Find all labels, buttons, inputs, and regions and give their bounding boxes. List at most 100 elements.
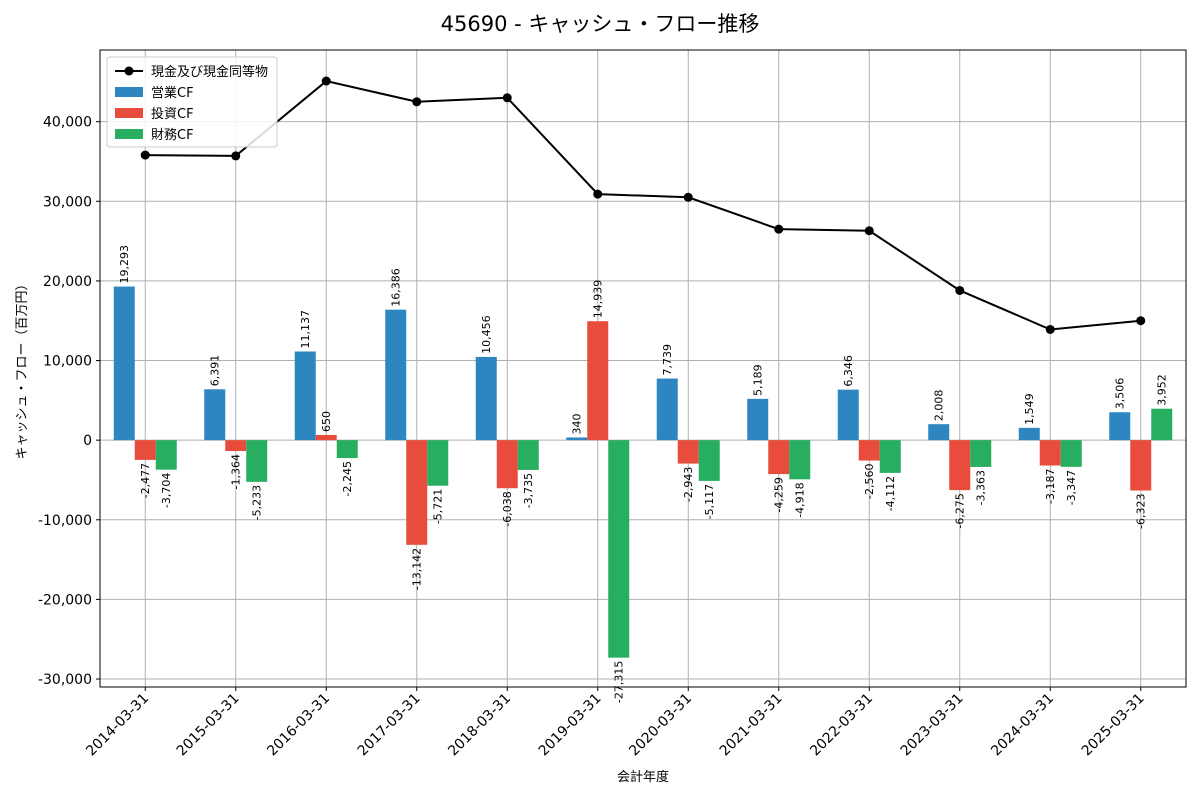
bar-value-label: -4,259 bbox=[773, 477, 786, 512]
bar-value-label: -2,560 bbox=[863, 464, 876, 499]
bar-value-label: 340 bbox=[571, 413, 584, 434]
bar-value-label: -5,117 bbox=[703, 484, 716, 519]
bar bbox=[858, 440, 880, 461]
bar bbox=[517, 440, 539, 470]
bar bbox=[496, 440, 518, 489]
bar-value-label: -4,112 bbox=[884, 476, 897, 511]
bar-value-label: -2,943 bbox=[682, 467, 695, 502]
cash-point bbox=[321, 76, 331, 86]
bar-value-label: -5,721 bbox=[432, 489, 445, 524]
bar bbox=[1130, 440, 1152, 491]
bar bbox=[789, 440, 811, 480]
bar bbox=[225, 440, 247, 452]
x-tick-label: 2018-03-31 bbox=[445, 691, 514, 760]
y-tick-label: 10,000 bbox=[43, 354, 92, 370]
bar-value-label: 16,386 bbox=[390, 268, 403, 307]
bar-value-label: -6,323 bbox=[1135, 494, 1148, 529]
x-tick-label: 2019-03-31 bbox=[536, 691, 605, 760]
bar bbox=[1039, 440, 1061, 466]
bar-value-label: 11,137 bbox=[299, 310, 312, 349]
x-tick-label: 2017-03-31 bbox=[355, 691, 424, 760]
bar bbox=[1018, 427, 1040, 441]
bar-value-label: 6,346 bbox=[842, 355, 855, 387]
bar bbox=[336, 440, 358, 459]
y-tick-label: 20,000 bbox=[43, 274, 92, 290]
cash-point bbox=[774, 224, 784, 234]
x-tick-label: 2024-03-31 bbox=[988, 691, 1057, 760]
bar bbox=[970, 440, 992, 467]
bar bbox=[768, 440, 790, 475]
cash-point bbox=[502, 93, 512, 103]
x-tick-label: 2022-03-31 bbox=[807, 691, 876, 760]
x-tick-label: 2016-03-31 bbox=[264, 691, 333, 760]
x-tick-label: 2021-03-31 bbox=[717, 691, 786, 760]
cash-point bbox=[864, 226, 874, 236]
bar-value-label: 10,456 bbox=[480, 315, 493, 354]
bar-value-label: -2,477 bbox=[139, 463, 152, 498]
bar-value-label: -6,038 bbox=[501, 491, 514, 526]
bar bbox=[1109, 412, 1131, 441]
bar-value-label: 1,549 bbox=[1023, 393, 1036, 425]
bar-value-label: 14,939 bbox=[592, 280, 605, 319]
bar bbox=[1060, 440, 1082, 467]
plot-frame bbox=[99, 49, 1187, 688]
cash-line bbox=[145, 79, 1141, 331]
bar bbox=[406, 440, 428, 545]
bar-value-label: -3,363 bbox=[975, 470, 988, 505]
x-tick-label: 2025-03-31 bbox=[1079, 691, 1148, 760]
cash-point bbox=[593, 189, 603, 199]
y-tick-label: 40,000 bbox=[43, 115, 92, 131]
bar bbox=[949, 440, 971, 491]
legend-bar-swatch bbox=[115, 87, 143, 97]
legend-bar-swatch bbox=[115, 129, 143, 139]
y-tick-label: -30,000 bbox=[38, 672, 92, 688]
cash-point bbox=[955, 285, 965, 295]
cash-point bbox=[231, 151, 241, 161]
bar-value-label: -6,275 bbox=[954, 493, 967, 528]
bar bbox=[155, 440, 177, 470]
legend-bar-swatch bbox=[115, 108, 143, 118]
bar bbox=[656, 378, 678, 441]
x-tick-label: 2023-03-31 bbox=[898, 691, 967, 760]
bar bbox=[928, 424, 950, 441]
bar-value-label: -3,187 bbox=[1044, 469, 1057, 504]
bar-value-label: -3,704 bbox=[160, 473, 173, 508]
bar-value-label: 7,739 bbox=[661, 344, 674, 376]
y-tick-label: -10,000 bbox=[38, 513, 92, 529]
cash-point bbox=[1136, 316, 1146, 326]
x-axis-label: 会計年度 bbox=[617, 769, 669, 785]
legend-label: 財務CF bbox=[151, 128, 194, 143]
bar bbox=[294, 351, 316, 441]
bar bbox=[698, 440, 720, 481]
x-tick-label: 2015-03-31 bbox=[174, 691, 243, 760]
bar-value-label: -5,233 bbox=[251, 485, 264, 520]
legend-marker-swatch bbox=[124, 66, 134, 76]
bar bbox=[587, 321, 609, 441]
bar bbox=[113, 286, 135, 441]
bar bbox=[204, 389, 226, 441]
bar-value-label: -1,364 bbox=[230, 454, 243, 489]
x-tick-label: 2014-03-31 bbox=[83, 691, 152, 760]
bar-value-label: 19,293 bbox=[118, 245, 131, 284]
bar-value-label: 650 bbox=[320, 411, 333, 432]
bar-value-label: 3,952 bbox=[1156, 374, 1169, 406]
bar-value-label: 3,506 bbox=[1114, 378, 1127, 410]
bar bbox=[315, 434, 337, 441]
legend-label: 営業CF bbox=[151, 85, 194, 101]
cash-point bbox=[683, 192, 693, 202]
bar bbox=[475, 356, 497, 441]
bar-value-label: -3,347 bbox=[1065, 470, 1078, 505]
bar bbox=[134, 440, 156, 460]
bar-value-label: 6,391 bbox=[209, 355, 222, 387]
bar bbox=[1151, 408, 1173, 441]
bar bbox=[747, 398, 769, 441]
bar-value-label: -4,918 bbox=[794, 482, 807, 517]
legend-label: 現金及び現金同等物 bbox=[151, 64, 268, 80]
chart-title: 45690 - キャッシュ・フロー推移 bbox=[440, 12, 760, 36]
legend-box bbox=[106, 56, 278, 148]
bar bbox=[608, 440, 630, 658]
bar bbox=[677, 440, 699, 464]
cash-point bbox=[412, 97, 422, 107]
bar bbox=[566, 437, 588, 441]
